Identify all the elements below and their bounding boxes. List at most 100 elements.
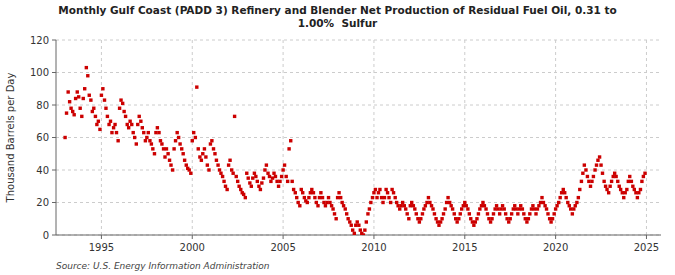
point xyxy=(204,155,207,158)
point xyxy=(112,126,115,129)
point xyxy=(363,228,366,231)
point xyxy=(337,191,340,194)
point xyxy=(233,115,236,118)
point xyxy=(177,136,180,139)
point xyxy=(390,188,393,191)
grid-line-x xyxy=(646,40,647,235)
point xyxy=(354,224,357,227)
point xyxy=(448,201,451,204)
point xyxy=(563,191,566,194)
point xyxy=(455,220,458,223)
point xyxy=(171,168,174,171)
point xyxy=(489,220,492,223)
point xyxy=(536,207,539,210)
point xyxy=(362,233,365,235)
point xyxy=(564,196,567,199)
y-tick xyxy=(52,137,56,138)
point xyxy=(165,147,168,150)
point xyxy=(419,217,422,220)
point xyxy=(174,139,177,142)
point xyxy=(398,207,401,210)
point xyxy=(283,163,286,166)
point xyxy=(312,191,315,194)
point xyxy=(251,176,254,179)
point xyxy=(516,212,519,215)
point xyxy=(80,115,83,118)
y-tick-label: 80 xyxy=(36,100,49,111)
point xyxy=(156,126,159,129)
point xyxy=(257,185,260,188)
point xyxy=(614,175,617,178)
point xyxy=(387,196,390,199)
point xyxy=(504,212,507,215)
point xyxy=(586,175,589,178)
y-tick xyxy=(52,235,56,236)
point xyxy=(555,204,558,207)
point xyxy=(280,175,283,178)
point xyxy=(371,196,374,199)
point xyxy=(396,204,399,207)
point xyxy=(218,168,221,171)
point xyxy=(236,180,239,183)
point xyxy=(212,147,215,150)
point xyxy=(595,163,598,166)
point xyxy=(425,201,428,204)
point xyxy=(136,123,139,126)
point xyxy=(160,142,163,145)
grid-line-y xyxy=(56,202,661,203)
point xyxy=(272,172,275,175)
point xyxy=(95,123,98,126)
point xyxy=(290,180,293,183)
point xyxy=(605,188,608,191)
point xyxy=(348,220,351,223)
grid-line-y xyxy=(56,235,661,236)
point xyxy=(292,188,295,191)
point xyxy=(481,201,484,204)
point xyxy=(492,212,495,215)
point xyxy=(266,172,269,175)
point xyxy=(142,131,145,134)
point xyxy=(622,196,625,199)
point xyxy=(172,147,175,150)
point xyxy=(542,201,545,204)
point xyxy=(436,220,439,223)
point xyxy=(596,159,599,162)
point xyxy=(271,176,274,179)
point xyxy=(121,102,124,105)
x-tick-label: 1995 xyxy=(89,242,114,253)
x-tick xyxy=(646,235,647,239)
point xyxy=(619,188,622,191)
point xyxy=(413,207,416,210)
point xyxy=(407,217,410,220)
point xyxy=(269,180,272,183)
point xyxy=(430,204,433,207)
point xyxy=(197,147,200,150)
point xyxy=(334,217,337,220)
point xyxy=(543,204,546,207)
y-tick xyxy=(52,105,56,106)
point xyxy=(353,232,356,235)
point xyxy=(189,172,192,175)
point xyxy=(144,139,147,142)
y-tick xyxy=(52,40,56,41)
chart-container: Monthly Gulf Coast (PADD 3) Refinery and… xyxy=(0,0,675,275)
y-axis-label: Thousand Barrels per Day xyxy=(5,73,16,204)
point xyxy=(342,204,345,207)
point xyxy=(471,220,474,223)
point xyxy=(621,191,624,194)
x-tick-label: 2015 xyxy=(452,242,477,253)
point xyxy=(537,204,540,207)
point xyxy=(65,111,68,114)
point xyxy=(498,212,501,215)
point xyxy=(163,155,166,158)
point xyxy=(157,131,160,134)
point xyxy=(181,152,184,155)
point xyxy=(68,100,71,103)
y-tick xyxy=(52,170,56,171)
point xyxy=(124,115,127,118)
point xyxy=(383,196,386,199)
point xyxy=(169,163,172,166)
point xyxy=(384,188,387,191)
point xyxy=(401,201,404,204)
point xyxy=(381,201,384,204)
